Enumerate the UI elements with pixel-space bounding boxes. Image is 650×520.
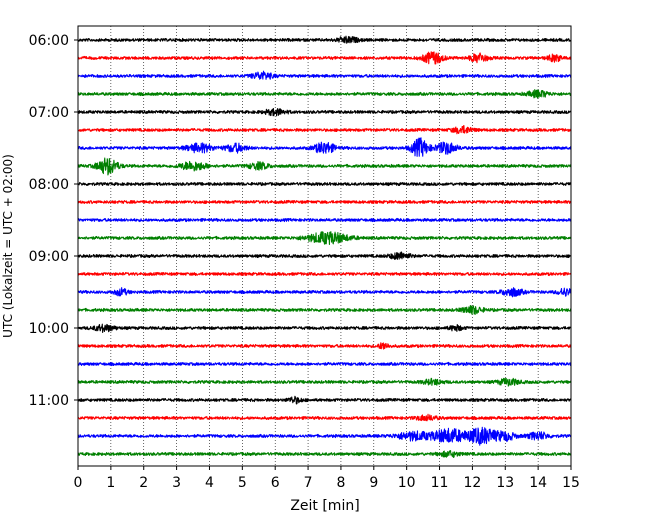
x-tick-label: 12 (463, 475, 481, 491)
x-tick-label: 2 (139, 475, 148, 491)
trace-0945 (77, 305, 572, 315)
trace-0600 (77, 35, 572, 44)
trace-0630 (77, 70, 572, 80)
trace-0800 (77, 181, 572, 187)
x-tick-label: 13 (496, 475, 514, 491)
x-tick-label: 1 (106, 475, 115, 491)
trace-0745 (77, 157, 572, 176)
trace-0730 (77, 137, 572, 157)
y-tick-label: 10:00 (29, 321, 69, 337)
trace-0645 (77, 89, 572, 99)
trace-0930 (77, 287, 572, 298)
x-tick-label: 10 (398, 475, 416, 491)
y-tick-label: 11:00 (29, 393, 69, 409)
x-tick-label: 11 (431, 475, 449, 491)
x-tick-label: 6 (271, 475, 280, 491)
trace-0615 (77, 51, 572, 65)
y-axis-label: UTC (Lokalzeit = UTC + 02:00) (1, 154, 15, 338)
trace-0715 (77, 125, 572, 135)
plot-frame (77, 25, 572, 467)
x-tick-label: 15 (562, 475, 580, 491)
x-tick-label: 7 (304, 475, 313, 491)
trace-1100 (77, 395, 572, 405)
x-tick-label: 3 (172, 475, 181, 491)
y-tick-label: 09:00 (29, 249, 69, 265)
x-tick-label: 9 (369, 475, 378, 491)
y-tick-label: 08:00 (29, 177, 69, 193)
y-tick-label: 07:00 (29, 105, 69, 121)
trace-0700 (77, 108, 572, 117)
trace-1130 (77, 426, 572, 446)
trace-1000 (77, 323, 572, 334)
x-axis-label: Zeit [min] (290, 498, 359, 514)
trace-0915 (77, 271, 572, 277)
x-tick-label: 14 (529, 475, 547, 491)
x-tick-label: 4 (205, 475, 214, 491)
trace-1015 (77, 342, 572, 350)
x-tick-label: 0 (74, 475, 83, 491)
y-axis-ticks: 06:00 07:00 08:00 09:00 10:00 11:00 (29, 33, 78, 409)
trace-1115 (77, 413, 572, 422)
seismic-traces (77, 35, 572, 458)
x-axis-ticks: 0 1 2 3 4 5 6 7 8 9 10 11 12 13 14 15 (74, 466, 580, 491)
trace-0900 (77, 251, 572, 260)
trace-0830 (77, 217, 572, 223)
x-tick-label: 5 (238, 475, 247, 491)
trace-1030 (77, 361, 572, 367)
x-tick-label: 8 (336, 475, 345, 491)
x-gridlines (110, 26, 539, 466)
trace-1045 (77, 377, 572, 387)
trace-0815 (77, 199, 572, 205)
trace-0845 (77, 231, 572, 245)
trace-1145 (77, 450, 572, 458)
y-tick-label: 06:00 (29, 33, 69, 49)
